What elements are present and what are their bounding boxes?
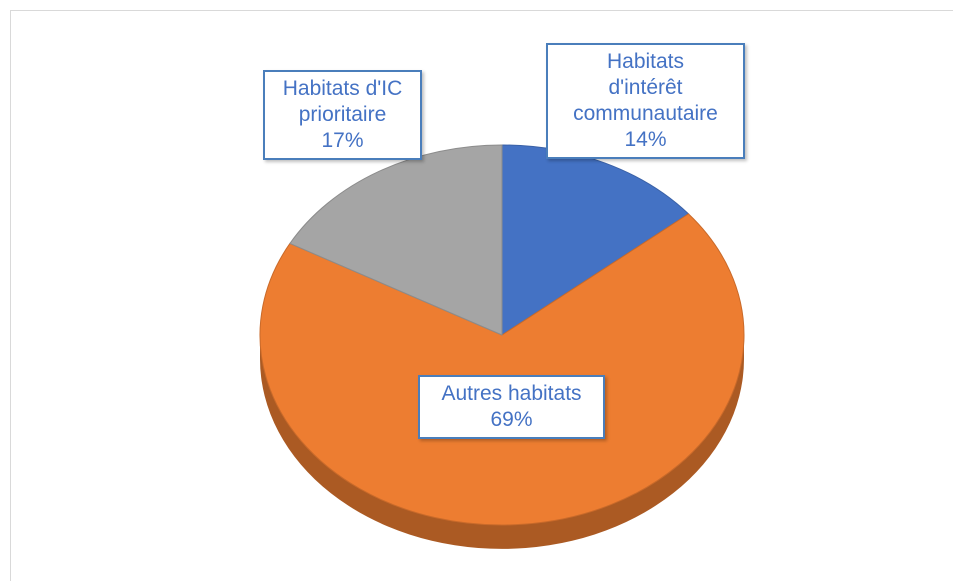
- data-label: Habitats d'IC prioritaire 17%: [263, 70, 422, 160]
- value-label: 17%: [321, 129, 364, 152]
- data-label: Autres habitats 69%: [418, 375, 605, 439]
- chart-frame: [10, 10, 953, 581]
- category-label: Habitats d'IC prioritaire: [282, 77, 403, 126]
- slice: [259, 213, 745, 526]
- slice: [289, 144, 503, 336]
- value-label: 14%: [624, 128, 667, 151]
- value-label: 69%: [490, 408, 533, 431]
- slice: [501, 144, 690, 336]
- data-label: Habitats d'intérêt communautaire 14%: [546, 43, 745, 159]
- category-label: Habitats d'intérêt communautaire: [573, 50, 718, 125]
- category-label: Autres habitats: [441, 382, 582, 405]
